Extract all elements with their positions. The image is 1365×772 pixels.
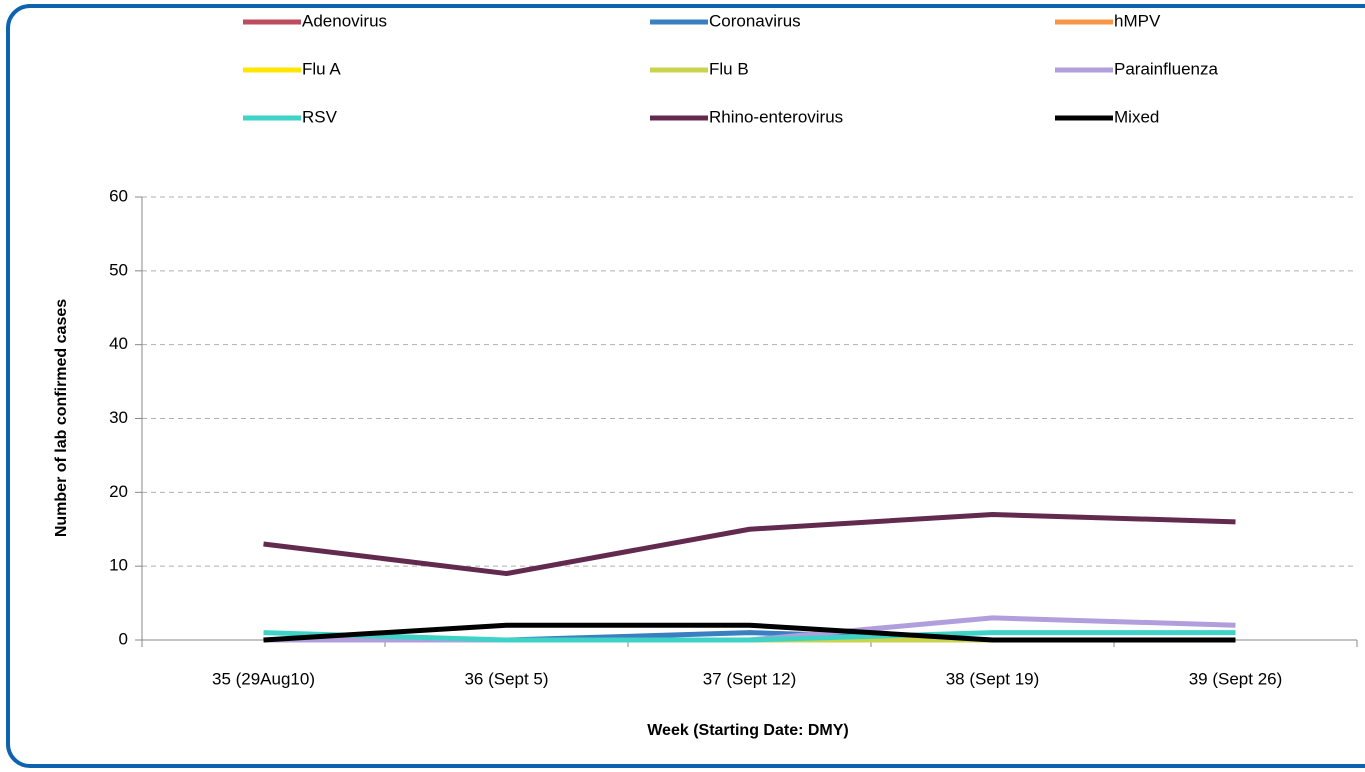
legend-label: RSV [302, 107, 338, 126]
legend-label: Adenovirus [302, 11, 387, 30]
y-tick-label: 30 [109, 408, 128, 427]
legend-label: Rhino-enterovirus [709, 107, 843, 126]
legend-label: Flu A [302, 59, 341, 78]
chart-border [6, 4, 1365, 768]
legend-label: Parainfluenza [1114, 59, 1219, 78]
x-tick-label: 37 (Sept 12) [703, 669, 797, 688]
legend-label: Flu B [709, 59, 749, 78]
y-tick-label: 40 [109, 334, 128, 353]
series-line [263, 630, 1236, 643]
x-tick-label: 36 (Sept 5) [464, 669, 548, 688]
legend-label: Coronavirus [709, 11, 801, 30]
y-tick-label: 20 [109, 482, 128, 501]
y-tick-label: 10 [109, 556, 128, 575]
x-axis-label: Week (Starting Date: DMY) [647, 722, 849, 739]
x-tick-label: 38 (Sept 19) [946, 669, 1040, 688]
y-axis-label: Number of lab confirmed cases [53, 299, 70, 537]
series-line [263, 622, 1236, 643]
y-tick-label: 50 [109, 260, 128, 279]
legend-label: hMPV [1114, 11, 1161, 30]
x-tick-label: 35 (29Aug10) [212, 669, 315, 688]
legend-label: Mixed [1114, 107, 1159, 126]
y-tick-label: 60 [109, 186, 128, 205]
y-tick-label: 0 [119, 629, 128, 648]
x-tick-label: 39 (Sept 26) [1189, 669, 1283, 688]
series-line [263, 511, 1236, 577]
